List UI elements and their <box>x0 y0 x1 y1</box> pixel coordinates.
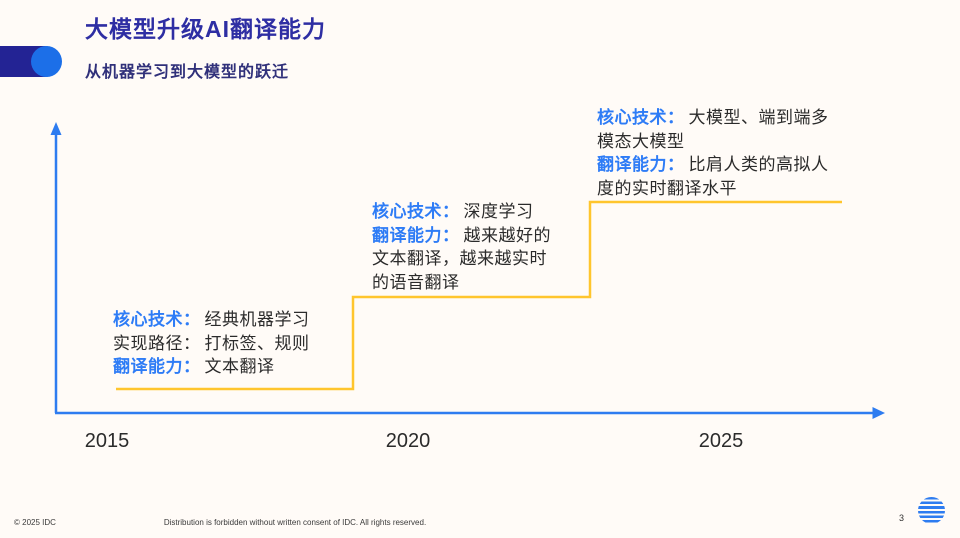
translation-value-cont: 文本翻译，越来越实时 <box>372 249 547 268</box>
translation-value: 文本翻译 <box>204 357 275 376</box>
milestone-line: 实现路径： 打标签、规则 <box>113 332 310 356</box>
milestone-line: 翻译能力： 文本翻译 <box>113 355 310 379</box>
page-title: 大模型升级AI翻译能力 <box>85 16 326 42</box>
impl-path-value: 打标签、规则 <box>204 333 310 353</box>
x-tick-2015: 2015 <box>84 430 130 452</box>
core-tech-value: 经典机器学习 <box>204 310 310 329</box>
x-tick-2020: 2020 <box>385 430 431 452</box>
translation-value-cont: 的语音翻译 <box>372 272 460 292</box>
step-line <box>116 200 842 391</box>
footer-disclaimer: Distribution is forbidden without writte… <box>163 518 427 527</box>
milestone-line: 翻译能力： 越来越好的 <box>372 224 551 248</box>
x-tick-2025: 2025 <box>698 430 744 452</box>
core-tech-value: 大模型、端到端多 <box>688 108 829 127</box>
core-tech-label: 核心技术： <box>597 108 685 127</box>
translation-value-cont: 度的实时翻译水平 <box>597 178 737 198</box>
footer-copyright: © 2025 IDC <box>14 518 56 527</box>
core-tech-label: 核心技术： <box>372 202 460 221</box>
y-axis-arrow-icon <box>50 122 62 135</box>
milestone-line: 翻译能力： 比肩人类的高拟人 <box>597 153 829 177</box>
milestone-line: 核心技术： 经典机器学习 <box>113 308 310 332</box>
impl-path-label: 实现路径： <box>113 333 201 353</box>
milestone-2025-annotation: 核心技术： 大模型、端到端多 模态大模型 翻译能力： 比肩人类的高拟人 度的实时翻译… <box>597 106 829 200</box>
core-tech-value-cont: 模态大模型 <box>597 131 685 151</box>
core-tech-label: 核心技术： <box>113 310 201 329</box>
translation-label: 翻译能力： <box>597 155 685 174</box>
translation-label: 翻译能力： <box>113 357 201 376</box>
milestone-line: 核心技术： 深度学习 <box>372 200 551 224</box>
translation-label: 翻译能力： <box>372 225 460 245</box>
milestone-line: 模态大模型 <box>597 130 829 154</box>
milestone-2020-annotation: 核心技术： 深度学习 翻译能力： 越来越好的 文本翻译，越来越实时 的语音翻译 <box>372 200 551 294</box>
translation-value: 比肩人类的高拟人 <box>688 155 829 174</box>
milestone-line: 文本翻译，越来越实时 <box>372 247 551 271</box>
idc-globe-logo-icon <box>918 497 945 524</box>
page-number: 3 <box>899 513 905 523</box>
milestone-2015-annotation: 核心技术： 经典机器学习 实现路径： 打标签、规则 翻译能力： 文本翻译 <box>113 308 310 379</box>
translation-value: 越来越好的 <box>463 225 551 245</box>
header-accent-circle <box>31 46 62 77</box>
page-subtitle: 从机器学习到大模型的跃迁 <box>85 64 290 81</box>
milestone-line: 核心技术： 大模型、端到端多 <box>597 106 829 130</box>
milestone-line: 度的实时翻译水平 <box>597 177 829 201</box>
core-tech-value: 深度学习 <box>463 202 534 221</box>
milestone-line: 的语音翻译 <box>372 271 551 295</box>
x-axis-arrow-icon <box>872 407 885 419</box>
